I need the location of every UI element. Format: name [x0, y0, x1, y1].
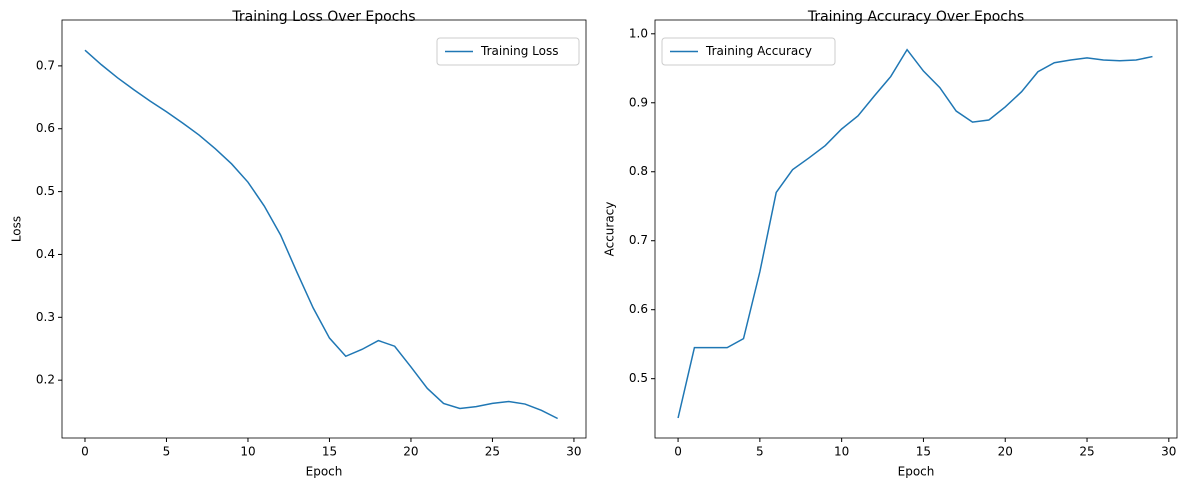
- y-axis-label: Loss: [10, 216, 24, 242]
- y-tick-label: 0.5: [36, 184, 55, 198]
- x-tick-label: 25: [485, 445, 500, 459]
- y-axis-label: Accuracy: [603, 202, 617, 257]
- y-tick-label: 0.7: [629, 233, 648, 247]
- x-tick-label: 20: [403, 445, 418, 459]
- legend-label: Training Accuracy: [705, 44, 812, 58]
- chart-title: Training Accuracy Over Epochs: [807, 9, 1024, 25]
- chart-title: Training Loss Over Epochs: [231, 9, 415, 25]
- y-tick-label: 1.0: [629, 26, 648, 40]
- y-tick-label: 0.5: [629, 371, 648, 385]
- x-tick-label: 20: [998, 445, 1013, 459]
- y-tick-label: 0.9: [629, 95, 648, 109]
- axes-frame: [654, 19, 1178, 439]
- subplot: Training Loss Over Epochs Epoch Loss 0 5 10 15…: [10, 9, 587, 479]
- legend-label: Training Loss: [480, 44, 558, 58]
- x-tick-label: 25: [1079, 445, 1094, 459]
- x-tick-label: 10: [240, 445, 255, 459]
- y-tick-label: 0.4: [36, 247, 55, 261]
- x-tick-label: 15: [916, 445, 931, 459]
- y-tick-label: 0.3: [36, 310, 55, 324]
- x-tick-label: 0: [81, 445, 89, 459]
- x-tick-label: 5: [756, 445, 764, 459]
- x-tick-label: 5: [163, 445, 171, 459]
- x-axis-label: Epoch: [898, 465, 935, 479]
- legend: Training Loss: [436, 37, 580, 66]
- legend-box: [661, 37, 836, 66]
- subplot: Training Accuracy Over Epochs Epoch Accura…: [603, 9, 1178, 479]
- axes-frame: [61, 19, 587, 439]
- legend-box: [436, 37, 580, 66]
- y-tick-label: 0.7: [36, 58, 55, 72]
- x-axis-label: Epoch: [306, 465, 343, 479]
- legend: Training Accuracy: [661, 37, 836, 66]
- x-tick-label: 15: [322, 445, 337, 459]
- x-tick-label: 30: [1161, 445, 1176, 459]
- y-tick-label: 0.8: [629, 164, 648, 178]
- y-tick-label: 0.6: [629, 302, 648, 316]
- x-tick-label: 10: [834, 445, 849, 459]
- data-line: [84, 49, 558, 420]
- data-line: [677, 48, 1153, 419]
- y-tick-label: 0.6: [36, 121, 55, 135]
- y-tick-label: 0.2: [36, 373, 55, 387]
- x-tick-label: 0: [674, 445, 682, 459]
- x-tick-label: 30: [566, 445, 581, 459]
